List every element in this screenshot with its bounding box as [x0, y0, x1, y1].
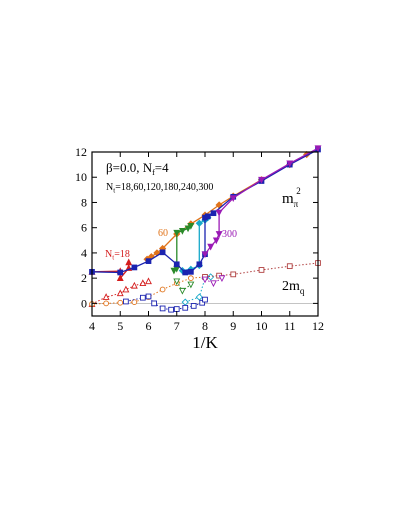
x-tick-label: 6	[146, 319, 152, 333]
data-point	[145, 293, 152, 300]
data-point	[230, 271, 237, 278]
data-point	[212, 237, 220, 245]
data-point	[182, 304, 189, 311]
x-tick-label: 7	[174, 319, 180, 333]
data-point	[131, 264, 138, 271]
data-point	[187, 222, 195, 230]
data-point	[188, 275, 194, 282]
data-point	[201, 251, 209, 259]
data-point	[131, 299, 138, 305]
data-point	[181, 298, 189, 306]
data-point	[116, 274, 124, 282]
data-point	[178, 287, 186, 295]
data-point	[195, 219, 203, 227]
y-tick-label: 0	[81, 296, 87, 310]
data-point	[145, 258, 152, 264]
x-tick-label: 5	[117, 319, 123, 333]
nt18-label: Nt=18	[105, 249, 130, 262]
data-point	[202, 296, 208, 303]
two-m-q-label: 2mq	[282, 279, 305, 296]
data-point	[117, 269, 124, 276]
data-point	[178, 227, 186, 235]
x-axis-label: 1/K	[192, 333, 218, 352]
data-point	[215, 209, 223, 217]
data-point	[210, 280, 217, 288]
x-tick-label: 10	[256, 319, 268, 333]
label-60: 60	[158, 228, 168, 239]
data-point	[122, 285, 130, 293]
data-point	[151, 300, 158, 307]
y-tick-label: 12	[75, 145, 87, 159]
series-2	[170, 222, 195, 275]
data-point	[173, 306, 180, 312]
data-point	[123, 298, 129, 305]
label-300: 300	[222, 229, 237, 240]
series-12	[201, 275, 226, 288]
data-point	[139, 294, 146, 301]
nt-list-annotation: Nt=18,60,120,180,240,300	[106, 182, 213, 195]
y-tick-label: 6	[81, 221, 87, 235]
data-point	[130, 281, 138, 289]
x-tick-label: 4	[89, 319, 95, 333]
data-point	[204, 213, 211, 220]
data-point	[159, 249, 166, 256]
series-10	[123, 293, 208, 313]
data-point	[286, 160, 294, 168]
data-point	[210, 210, 217, 217]
data-point	[258, 267, 265, 273]
data-point	[195, 293, 203, 301]
y-tick-label: 10	[75, 170, 87, 184]
x-tick-label: 8	[202, 319, 208, 333]
series-5	[201, 145, 322, 259]
data-point	[117, 299, 124, 306]
y-tick-label: 8	[81, 195, 87, 209]
data-point	[103, 300, 109, 307]
series-line	[185, 276, 211, 303]
series-3	[178, 213, 212, 275]
data-point	[173, 229, 181, 237]
series-8	[173, 278, 195, 295]
y-tick-label: 4	[81, 246, 87, 260]
data-point	[207, 243, 215, 251]
data-point	[187, 281, 195, 289]
axis-ticks: 4 5 6 7 8 9 10 11 12 0 2 4 6 8 10 12	[75, 145, 324, 333]
m-pi-squared-label: mπ2	[282, 186, 301, 209]
data-point	[229, 195, 237, 202]
data-point	[159, 286, 166, 293]
data-point	[173, 278, 181, 286]
params-annotation: β=0.0, Nf=4	[106, 160, 169, 177]
y-tick-label: 2	[81, 271, 87, 285]
data-point	[188, 268, 194, 275]
data-point	[201, 276, 209, 284]
series-9	[181, 273, 215, 306]
data-point	[184, 225, 192, 233]
series-0	[88, 258, 133, 282]
data-point	[168, 306, 174, 313]
data-point	[286, 263, 293, 270]
series-line	[91, 262, 130, 280]
data-point	[145, 277, 152, 285]
data-point	[182, 269, 189, 276]
data-point	[159, 305, 166, 312]
data-point	[139, 279, 147, 287]
data-point	[218, 275, 226, 283]
data-point	[125, 258, 133, 266]
x-tick-label: 11	[284, 319, 296, 333]
x-tick-label: 12	[312, 319, 324, 333]
data-point	[116, 289, 124, 297]
data-point	[258, 176, 265, 184]
x-tick-label: 9	[230, 319, 236, 333]
data-point	[215, 231, 223, 238]
data-point	[314, 145, 322, 153]
data-point	[102, 293, 110, 300]
data-point	[173, 261, 180, 268]
data-point	[196, 261, 203, 268]
data-point	[190, 303, 197, 309]
